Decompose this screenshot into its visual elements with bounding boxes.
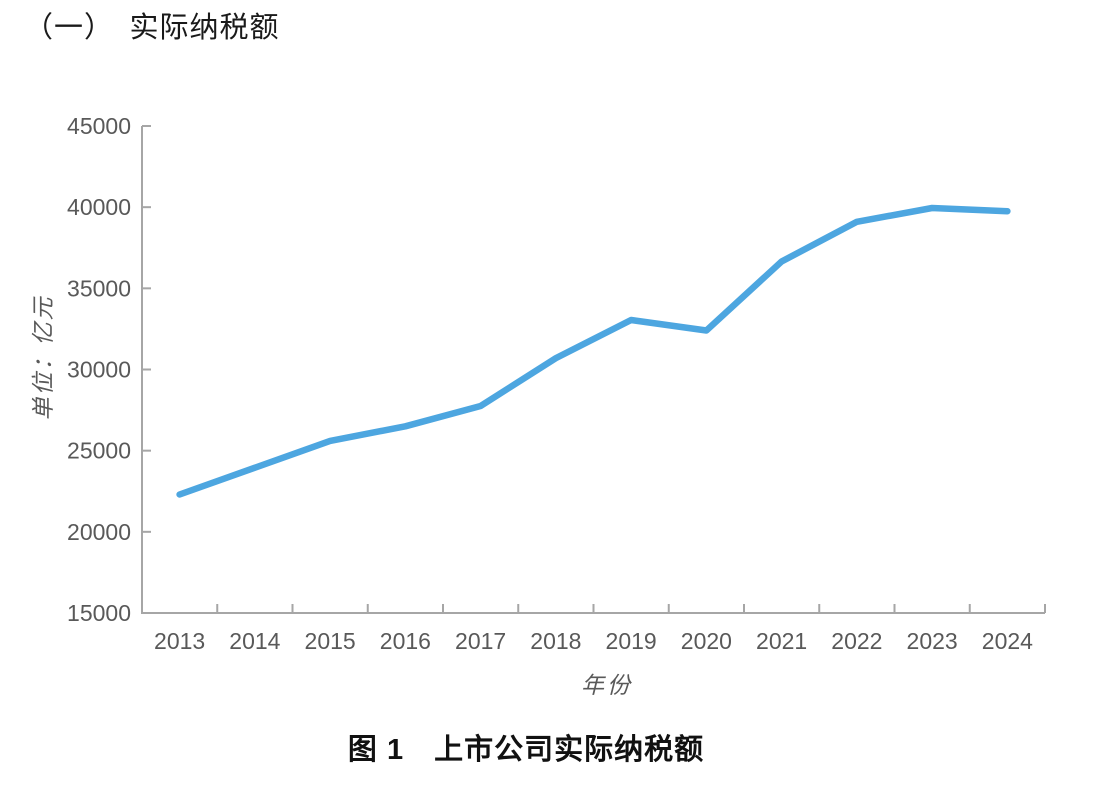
y-tick-label: 25000 [67,438,131,464]
axis-lines [141,126,1045,614]
y-tick-label: 15000 [67,600,131,626]
y-tick-label: 40000 [67,194,131,220]
x-tick-label: 2022 [831,628,882,654]
x-tick-label: 2014 [229,628,280,654]
figure-caption: 图 1 上市公司实际纳税额 [347,734,705,766]
y-tick-label: 20000 [67,519,131,545]
x-tick-label: 2021 [756,628,807,654]
tick-labels-layer: 15000 20000 25000 30000 35000 40000 45000 2013 2… [67,113,1033,654]
x-tick-label: 2019 [606,628,657,654]
series-layer [176,204,1011,498]
series-line-actual-tax [176,204,1011,498]
y-tick-label: 30000 [67,357,131,383]
x-tick-label: 2016 [380,628,431,654]
x-tick-label: 2015 [305,628,356,654]
section-title: （一） 实际纳税额 [24,12,280,44]
y-axis-title: 单位：亿元 [30,295,56,421]
x-tick-label: 2017 [455,628,506,654]
x-tick-label: 2020 [681,628,732,654]
ticks-layer [141,125,1046,614]
axes-layer [141,126,1045,614]
x-tick-label: 2023 [907,628,958,654]
y-tick-label: 35000 [67,275,131,301]
x-tick-label: 2013 [154,628,205,654]
x-tick-label: 2024 [982,628,1033,654]
x-axis-title: 年份 [581,672,633,698]
y-tick-label: 45000 [67,113,131,139]
x-tick-label: 2018 [530,628,581,654]
